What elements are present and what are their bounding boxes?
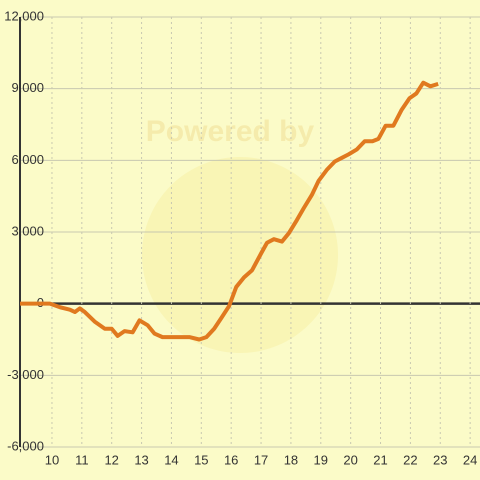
x-tick-label: 15 bbox=[194, 452, 208, 467]
watermark: Powered by bbox=[146, 115, 315, 148]
x-tick-label: 10 bbox=[45, 452, 59, 467]
x-tick-label: 14 bbox=[164, 452, 178, 467]
x-tick-label: 20 bbox=[343, 452, 357, 467]
x-tick-label: 19 bbox=[314, 452, 328, 467]
y-tick-label: 3,000 bbox=[11, 223, 44, 238]
x-tick-label: 12 bbox=[104, 452, 118, 467]
x-tick-label: 22 bbox=[403, 452, 417, 467]
y-tick-label: -6,000 bbox=[7, 438, 44, 453]
x-tick-label: 16 bbox=[224, 452, 238, 467]
x-tick-label: 24 bbox=[463, 452, 477, 467]
x-tick-label: 11 bbox=[75, 452, 89, 467]
y-tick-label: -3,000 bbox=[7, 367, 44, 382]
x-tick-label: 13 bbox=[134, 452, 148, 467]
x-tick-label: 18 bbox=[284, 452, 298, 467]
data-line bbox=[20, 80, 439, 342]
x-tick-label: 21 bbox=[373, 452, 387, 467]
x-tick-label: 17 bbox=[254, 452, 268, 467]
y-tick-label: 9,000 bbox=[11, 80, 44, 95]
x-tick-label: 23 bbox=[433, 452, 447, 467]
y-tick-label: 12,000 bbox=[4, 8, 44, 23]
y-tick-label: 6,000 bbox=[11, 152, 44, 167]
